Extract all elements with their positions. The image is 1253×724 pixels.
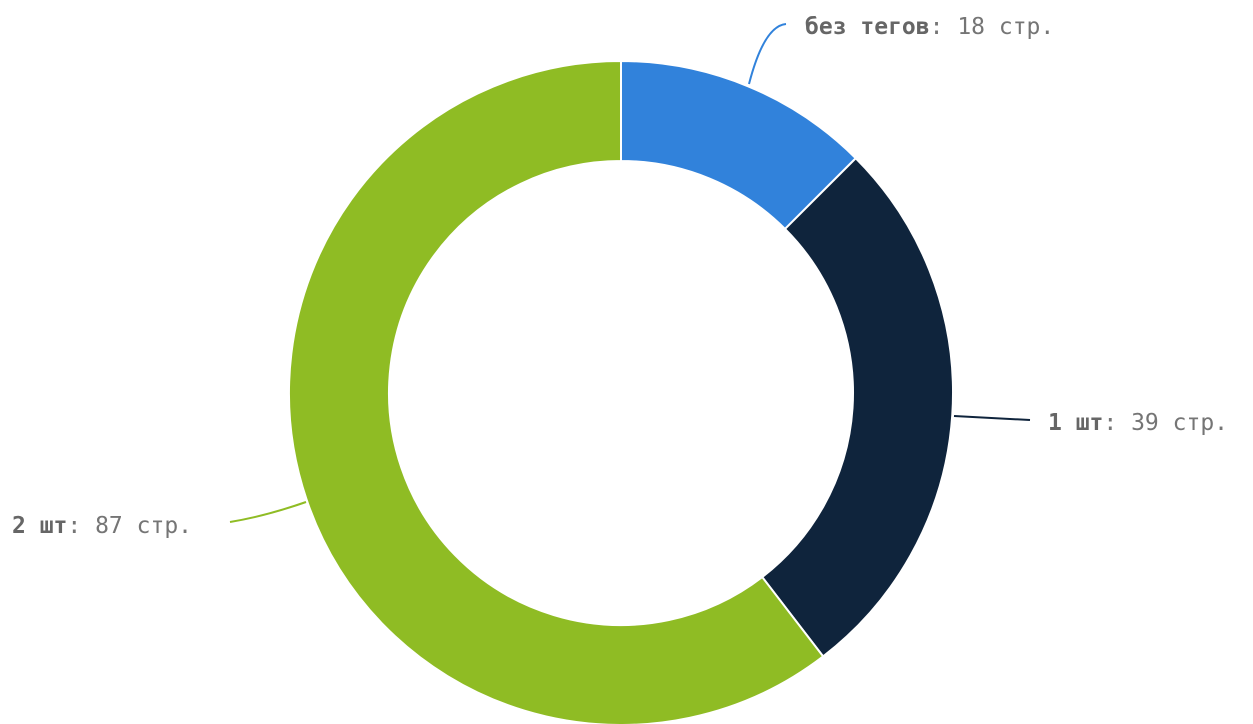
slice-2-label: 1 шт: 39 стр. — [1048, 410, 1228, 436]
slice-1-label-value: : 18 стр. — [930, 14, 1055, 40]
slice-1-connector — [748, 23, 787, 85]
connectors-layer — [229, 23, 1031, 523]
slice-2-connector — [953, 415, 1031, 421]
slice-2-label-value: : 39 стр. — [1103, 410, 1228, 436]
slices-layer — [288, 60, 954, 724]
labels-layer: без тегов: 18 стр. 1 шт: 39 стр. 2 шт: 87 … — [12, 14, 1228, 539]
slice-3[interactable] — [288, 60, 825, 724]
slice-2[interactable] — [761, 157, 954, 658]
slice-2-label-name: 1 шт — [1048, 410, 1103, 436]
slice-3-label-name: 2 шт — [12, 513, 67, 539]
slice-3-label: 2 шт: 87 стр. — [12, 513, 192, 539]
slice-1-label: без тегов: 18 стр. — [805, 14, 1054, 40]
slice-3-connector — [229, 501, 307, 523]
slice-3-label-value: : 87 стр. — [67, 513, 192, 539]
slice-1-label-name: без тегов — [805, 14, 930, 40]
